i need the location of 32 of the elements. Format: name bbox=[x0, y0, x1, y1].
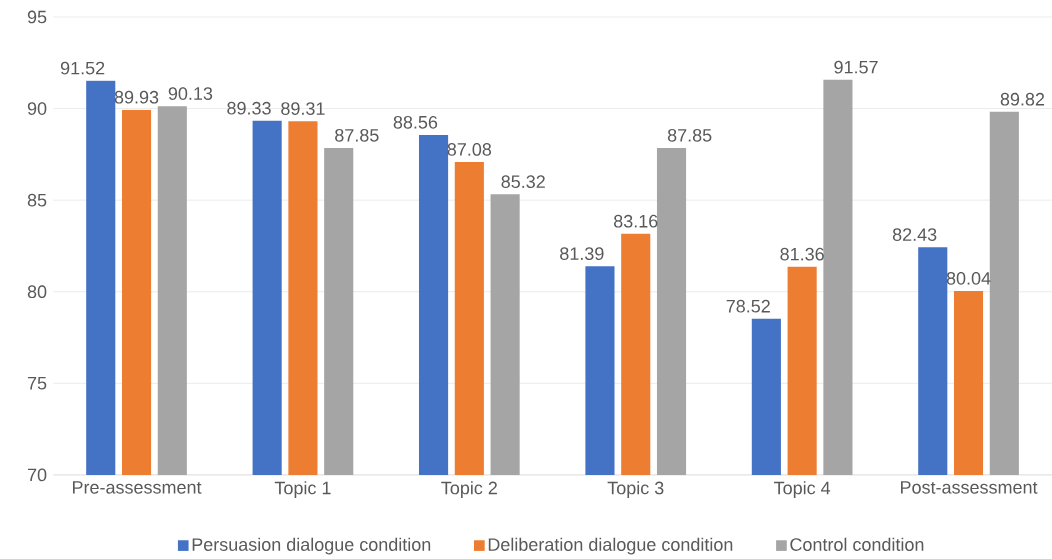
data-label: 80.04 bbox=[946, 272, 991, 285]
data-label: 83.16 bbox=[613, 214, 658, 228]
data-label: 88.56 bbox=[393, 116, 438, 129]
x-tick-label: Topic 1 bbox=[274, 481, 331, 498]
data-label: 89.82 bbox=[1000, 92, 1045, 106]
x-tick-label: Topic 3 bbox=[607, 481, 664, 498]
data-label: 89.33 bbox=[227, 101, 271, 115]
data-label: 91.57 bbox=[834, 60, 878, 74]
data-label: 89.93 bbox=[114, 90, 159, 104]
x-tick-label: Topic 4 bbox=[774, 481, 831, 498]
data-label: 87.85 bbox=[667, 129, 712, 142]
data-label: 81.36 bbox=[780, 247, 824, 261]
legend-label: Control condition bbox=[790, 537, 924, 551]
y-tick-label: 75 bbox=[27, 377, 47, 390]
x-tick-label: Pre-assessment bbox=[73, 481, 202, 494]
legend-label: Deliberation dialogue condition bbox=[488, 537, 733, 555]
x-tick-label: Post-assessment bbox=[901, 481, 1038, 494]
data-label: 81.39 bbox=[560, 247, 604, 261]
legend-label: Persuasion dialogue condition bbox=[192, 537, 431, 555]
data-label: 91.52 bbox=[60, 61, 105, 75]
data-label: 89.31 bbox=[281, 102, 325, 115]
y-tick-label: 90 bbox=[27, 102, 47, 115]
data-label: 90.13 bbox=[168, 87, 213, 100]
y-tick-label: 95 bbox=[27, 10, 47, 24]
data-label: 78.52 bbox=[726, 299, 770, 313]
y-tick-label: 85 bbox=[27, 193, 47, 207]
data-label: 82.43 bbox=[892, 228, 937, 242]
y-tick-label: 80 bbox=[27, 285, 47, 299]
x-tick-label: Topic 2 bbox=[441, 481, 497, 498]
data-label: 87.85 bbox=[335, 129, 379, 142]
y-tick-label: 70 bbox=[27, 468, 47, 482]
data-label: 85.32 bbox=[501, 175, 545, 189]
